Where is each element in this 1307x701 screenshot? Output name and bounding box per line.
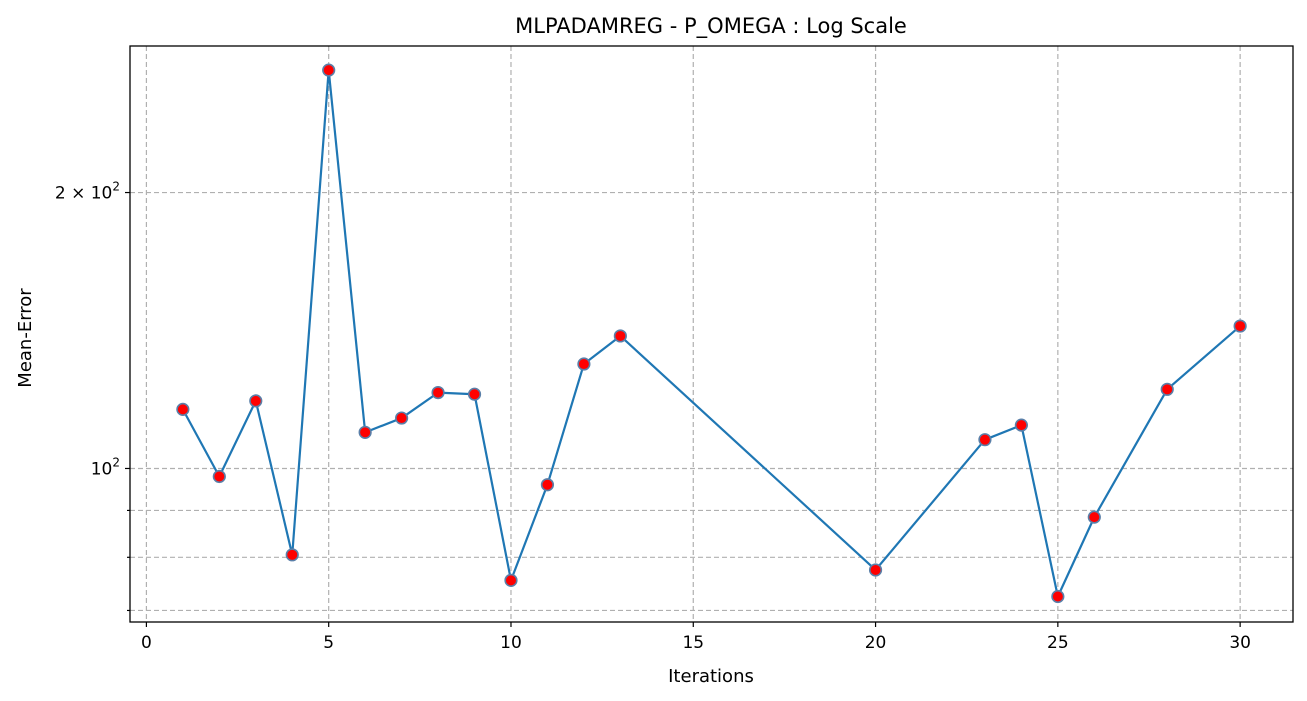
data-point [358, 425, 372, 439]
y-tick-label: 102 [91, 455, 120, 479]
data-point [212, 469, 226, 484]
x-tick-label: 30 [1229, 633, 1251, 653]
data-point [1087, 510, 1101, 524]
plot-frame [129, 45, 1294, 623]
data-point [1051, 589, 1065, 604]
data-markers [176, 63, 1247, 604]
data-point [176, 402, 190, 416]
x-tick-label: 15 [682, 633, 704, 653]
data-point [467, 387, 482, 401]
data-point [577, 357, 591, 371]
data-point [322, 63, 336, 77]
data-point [431, 385, 445, 400]
x-tick-label: 5 [323, 633, 334, 653]
data-point [1233, 319, 1247, 333]
data-point [285, 548, 299, 562]
y-axis-label: Mean-Error [15, 288, 36, 388]
data-point [249, 394, 263, 408]
series-path [181, 69, 1241, 598]
data-point [978, 433, 992, 447]
data-point [1160, 382, 1174, 396]
x-tick-label: 0 [141, 633, 152, 653]
data-point [1014, 418, 1028, 432]
x-tick-label: 20 [865, 633, 887, 653]
x-tick-label: 25 [1047, 633, 1069, 653]
x-axis-label: Iterations [668, 666, 754, 687]
data-point [504, 573, 518, 587]
data-point [395, 411, 409, 425]
x-axis-ticks: 0 5 10 15 20 25 30 [141, 622, 1251, 653]
x-tick-label: 10 [500, 633, 522, 653]
chart-title: MLPADAMREG - P_OMEGA : Log Scale [515, 14, 907, 39]
series-line [181, 69, 1241, 598]
data-point [868, 563, 883, 577]
data-point [540, 478, 555, 492]
data-point [613, 329, 627, 343]
grid [130, 46, 1293, 622]
y-axis-ticks: 102 2 × 102 [55, 180, 130, 612]
y-tick-label: 2 × 102 [55, 180, 120, 204]
